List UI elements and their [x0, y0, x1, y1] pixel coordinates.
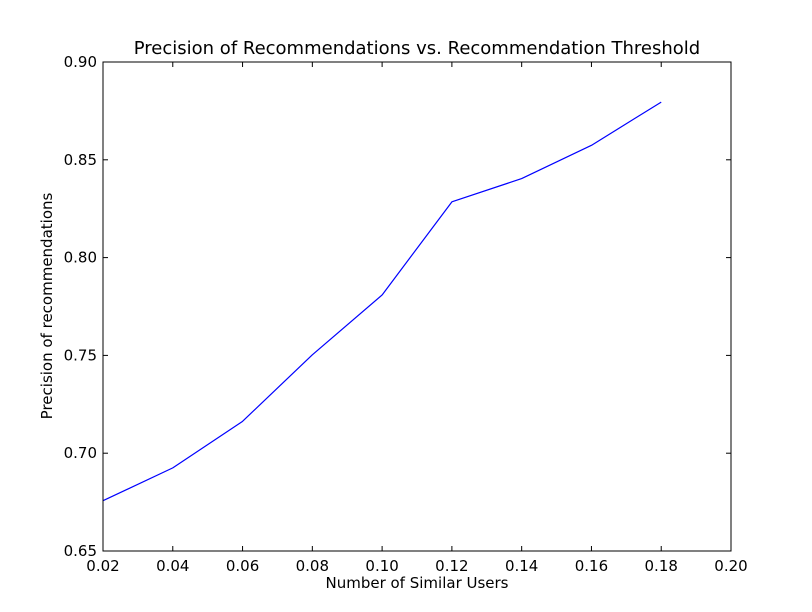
y-tick-label: 0.70	[64, 444, 97, 462]
y-tick-label: 0.75	[64, 346, 97, 364]
y-tick-label: 0.90	[64, 53, 97, 71]
x-tick-label: 0.02	[86, 557, 119, 575]
x-tick-label: 0.10	[365, 557, 398, 575]
x-tick-label: 0.06	[226, 557, 259, 575]
x-tick-label: 0.18	[645, 557, 678, 575]
y-tick-label: 0.80	[64, 249, 97, 267]
x-tick-label: 0.20	[714, 557, 747, 575]
y-axis-title: Precision of recommendations	[38, 193, 56, 420]
y-tick-label: 0.85	[64, 151, 97, 169]
x-axis-title: Number of Similar Users	[325, 574, 508, 592]
plot-area: 0.02 0.04 0.06 0.08 0.10 0.12 0.14 0.16 0.18 0.20…	[64, 53, 748, 575]
plot-frame	[102, 61, 732, 552]
y-tick-label: 0.65	[64, 542, 97, 560]
x-tick-label: 0.08	[296, 557, 329, 575]
series-line-1	[102, 101, 662, 502]
x-tick-label: 0.16	[575, 557, 608, 575]
chart-title: Precision of Recommendations vs. Recomme…	[134, 38, 700, 59]
x-tick-label: 0.12	[435, 557, 468, 575]
x-tick-label: 0.14	[505, 557, 538, 575]
x-tick-label: 0.04	[156, 557, 189, 575]
